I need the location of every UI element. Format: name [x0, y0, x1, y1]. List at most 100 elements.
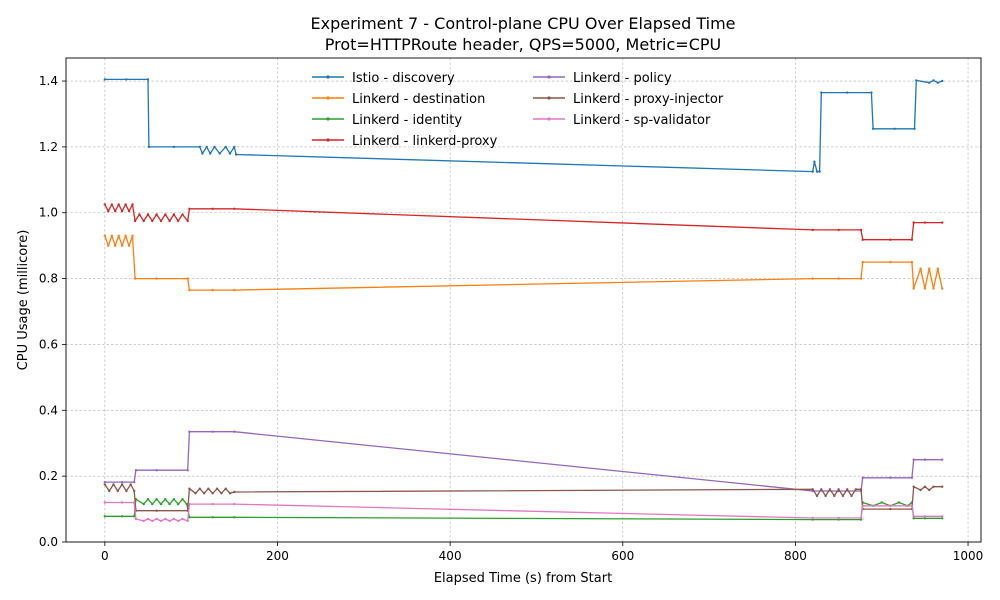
data-point [155, 469, 158, 472]
data-point [151, 219, 154, 223]
data-point [188, 207, 191, 210]
data-point [912, 517, 915, 520]
data-point [125, 489, 128, 493]
data-point [155, 517, 158, 521]
data-point [133, 501, 136, 504]
legend-label: Linkerd - policy [573, 71, 672, 86]
data-point [813, 160, 816, 163]
data-point [923, 515, 927, 518]
grid [66, 58, 981, 543]
data-point [117, 203, 120, 206]
data-point [861, 504, 864, 507]
data-point [211, 492, 214, 495]
data-point [910, 476, 914, 479]
data-point [811, 228, 814, 232]
data-point [837, 277, 840, 280]
plot-area-frame [65, 57, 982, 543]
data-point [172, 517, 176, 521]
data-point [923, 517, 927, 520]
data-point [133, 489, 136, 493]
data-point [194, 492, 197, 495]
data-point [124, 203, 127, 206]
data-point [103, 515, 107, 518]
data-point [923, 485, 927, 488]
y-tick-label: 1.0 [39, 206, 58, 220]
x-axis-label: Elapsed Time (s) from Start [434, 571, 612, 586]
x-tick-label: 200 [266, 549, 289, 563]
data-point [120, 209, 124, 213]
data-point [207, 487, 210, 490]
data-point [211, 502, 214, 506]
legend-entry: Linkerd - proxy-injector [533, 92, 724, 107]
data-point [828, 488, 832, 491]
legend-marker [326, 138, 330, 142]
legend-entry: Linkerd - sp-validator [533, 113, 711, 128]
axis-ticks: 0 200 400 600 800 1000 0.0 0.2 0.4 0.6 0.8 1.0 1.2 1.… [39, 74, 983, 563]
data-point [871, 127, 875, 130]
series-linkerd-linkerd-proxy [103, 203, 944, 241]
data-point [234, 153, 238, 156]
data-point [833, 494, 836, 498]
data-point [224, 487, 227, 490]
data-point [181, 498, 184, 501]
data-point [880, 501, 883, 504]
data-point [932, 485, 935, 488]
legend-marker [326, 96, 330, 100]
data-point [177, 519, 180, 523]
data-point [117, 234, 120, 237]
data-point [186, 219, 189, 223]
data-point [124, 234, 127, 237]
data-point [211, 288, 214, 292]
data-point [846, 91, 849, 94]
data-point [159, 502, 163, 506]
data-point [837, 488, 840, 491]
data-point [120, 244, 124, 247]
series-lines [103, 78, 944, 523]
series-line [104, 203, 943, 241]
data-point [103, 78, 107, 81]
data-point [837, 516, 840, 520]
data-point [233, 145, 236, 149]
data-point [146, 498, 150, 501]
data-point [103, 234, 107, 237]
data-point [202, 492, 206, 495]
data-point [146, 78, 150, 81]
data-point [923, 221, 927, 224]
data-point [233, 502, 236, 506]
data-point [134, 517, 138, 521]
data-point [861, 476, 864, 479]
data-point [147, 145, 151, 149]
data-point [211, 430, 214, 433]
legend-marker [547, 75, 551, 79]
data-point [103, 483, 107, 486]
data-point [172, 213, 176, 216]
legend-label: Linkerd - identity [352, 113, 462, 128]
data-point [870, 91, 873, 94]
data-point [220, 492, 223, 495]
data-point [912, 515, 915, 518]
series-line [104, 78, 943, 173]
data-point [224, 145, 227, 149]
data-point [110, 203, 114, 206]
data-point [168, 519, 171, 523]
data-point [138, 213, 141, 216]
y-axis-label: CPU Usage (millicore) [16, 230, 31, 371]
data-point [151, 519, 154, 523]
data-point [854, 488, 857, 491]
y-tick-label: 0.6 [39, 337, 58, 351]
series-line [104, 498, 943, 521]
data-point [218, 152, 221, 155]
data-point [107, 209, 110, 213]
data-point [107, 244, 110, 247]
x-tick-label: 600 [611, 549, 634, 563]
legend-marker [547, 117, 551, 121]
data-point [932, 287, 935, 290]
data-point [146, 213, 150, 216]
data-point [820, 488, 823, 491]
series-linkerd-sp-validator [103, 501, 944, 523]
legend-marker [547, 96, 551, 100]
data-point [893, 127, 896, 130]
data-point [159, 219, 163, 223]
data-point [108, 489, 111, 493]
data-point [133, 219, 137, 223]
